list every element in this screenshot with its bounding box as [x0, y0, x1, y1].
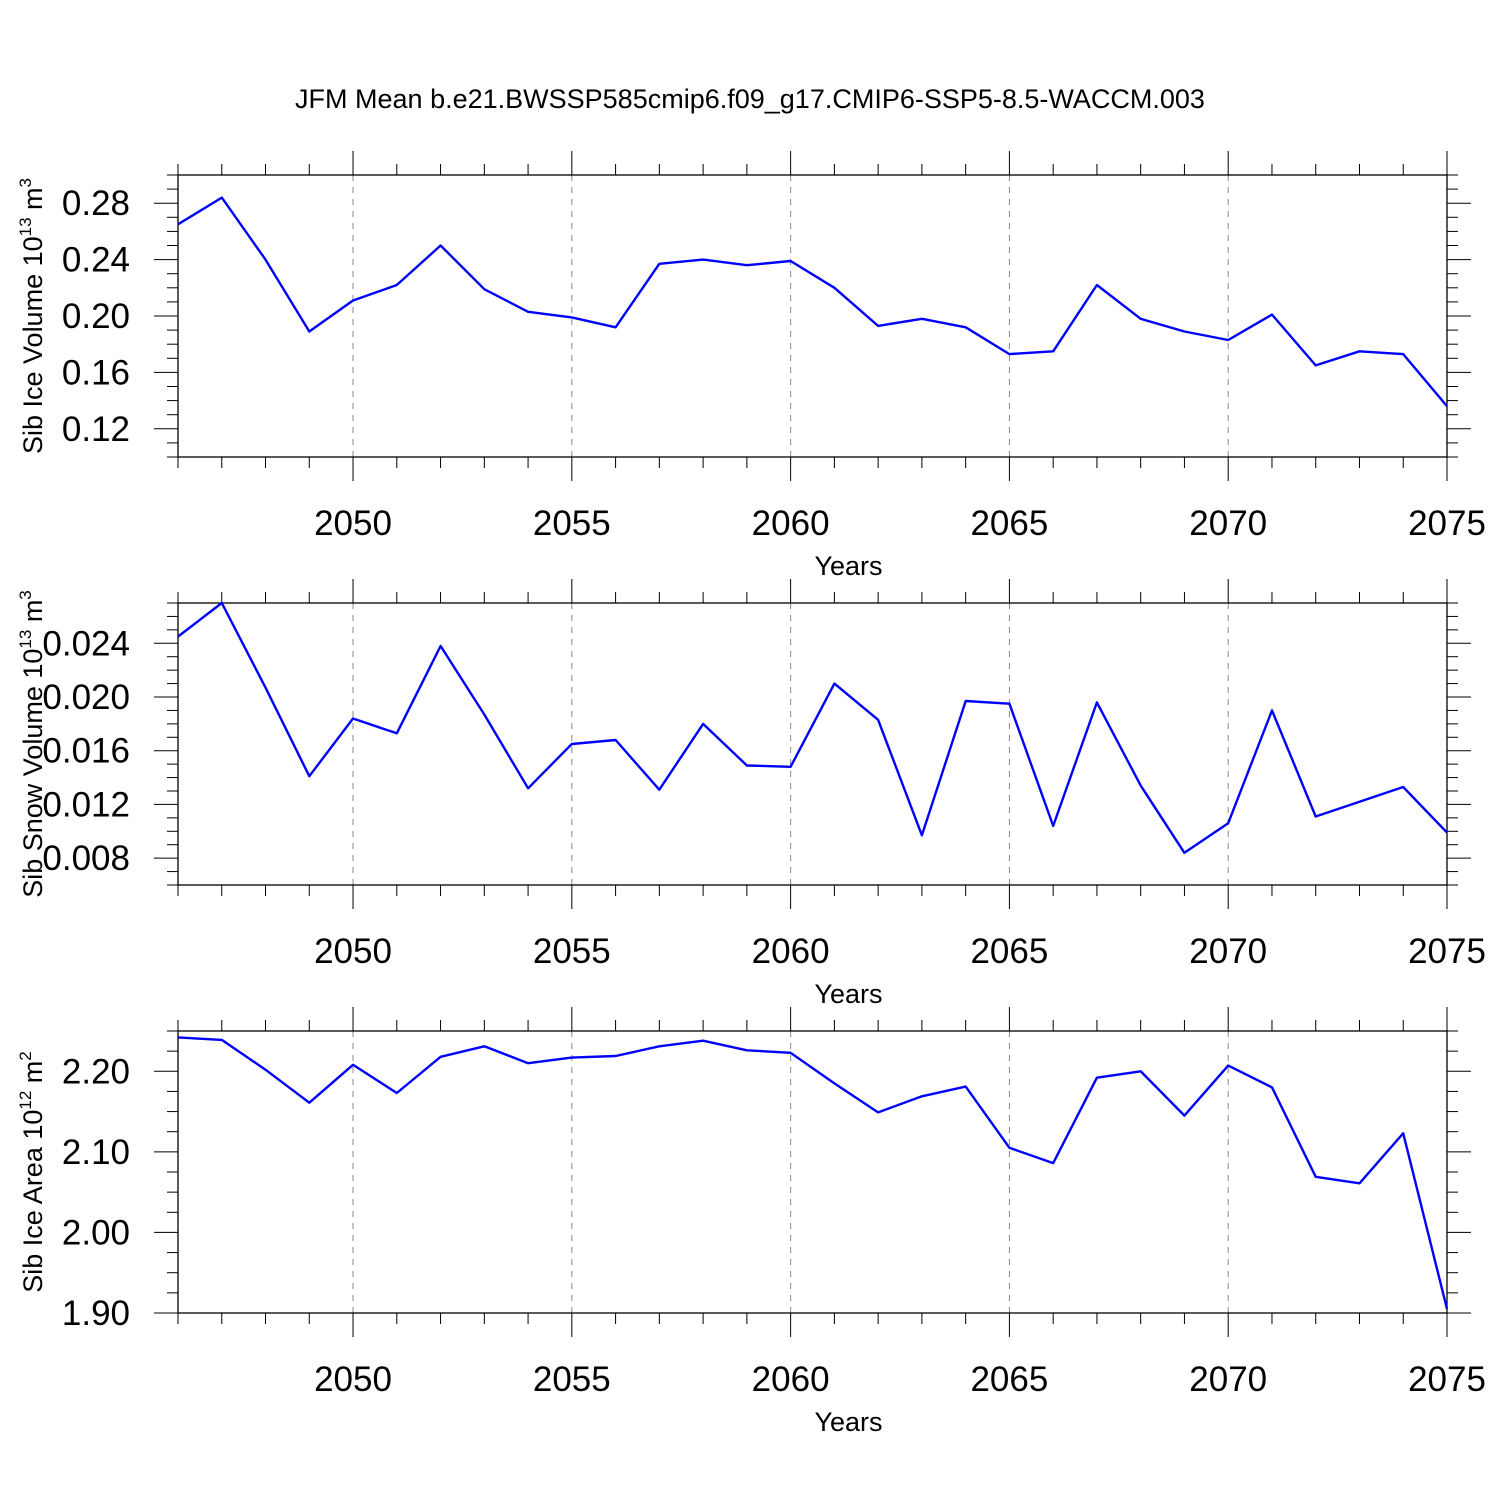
y-tick-label: 0.20 [62, 297, 130, 336]
x-tick-label: 2075 [1408, 504, 1486, 543]
y-axis-title: Sib Snow Volume 1013 m3 [16, 590, 48, 898]
y-tick-label: 0.16 [62, 353, 130, 392]
plot-frame [177, 174, 1448, 458]
y-tick-label: 0.024 [42, 624, 130, 663]
y-axis-title: Sib Ice Volume 1013 m3 [16, 178, 48, 454]
chart-title: JFM Mean b.e21.BWSSP585cmip6.f09_g17.CMI… [295, 84, 1205, 114]
series-line [177, 601, 1448, 854]
series-line [177, 196, 1448, 407]
chart-panel-2: 0.008 0.012 0.016 0.020 0.024 2050 2055 2060 206… [16, 579, 1486, 1009]
x-tick-label: 2055 [533, 932, 611, 971]
y-tick-label: 0.012 [42, 785, 130, 824]
x-tick-label: 2070 [1189, 504, 1267, 543]
y-tick-label: 0.28 [62, 184, 130, 223]
x-tick-label: 2060 [752, 932, 830, 971]
y-tick-label: 0.24 [62, 241, 130, 280]
x-tick-label: 2055 [533, 504, 611, 543]
x-tick-label: 2060 [752, 504, 830, 543]
y-tick-label: 2.00 [62, 1213, 130, 1252]
y-tick-label: 2.10 [62, 1133, 130, 1172]
x-tick-label: 2065 [970, 1360, 1048, 1399]
x-tick-label: 2075 [1408, 932, 1486, 971]
x-tick-label: 2070 [1189, 1360, 1267, 1399]
x-tick-label: 2070 [1189, 932, 1267, 971]
x-axis-title: Years [814, 551, 882, 581]
x-tick-label: 2075 [1408, 1360, 1486, 1399]
x-tick-label: 2060 [752, 1360, 830, 1399]
x-tick-label: 2050 [314, 1360, 392, 1399]
y-tick-label: 0.020 [42, 678, 130, 717]
x-axis-title: Years [814, 979, 882, 1009]
chart-panel-1: 0.12 0.16 0.20 0.24 0.28 2050 2055 2060 2065 2070… [16, 151, 1486, 581]
y-tick-label: 2.20 [62, 1052, 130, 1091]
y-tick-label: 1.90 [62, 1294, 130, 1333]
series-line [177, 1036, 1449, 1310]
x-tick-label: 2065 [970, 932, 1048, 971]
x-tick-label: 2055 [533, 1360, 611, 1399]
y-tick-label: 0.008 [42, 839, 130, 878]
x-tick-label: 2050 [314, 504, 392, 543]
chart-panel-3: 1.90 2.00 2.10 2.20 2050 2055 2060 2065 2070 2075… [16, 1007, 1486, 1437]
x-tick-label: 2065 [970, 504, 1048, 543]
y-tick-label: 0.016 [42, 732, 130, 771]
x-tick-label: 2050 [314, 932, 392, 971]
y-axis-title: Sib Ice Area 1012 m2 [16, 1051, 48, 1293]
plot-frame [177, 602, 1448, 886]
x-axis-title: Years [814, 1407, 882, 1437]
y-tick-label: 0.12 [62, 410, 130, 449]
